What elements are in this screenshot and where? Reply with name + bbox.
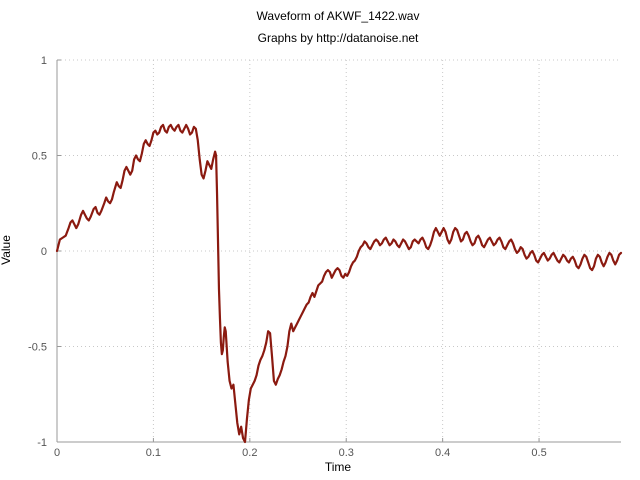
x-tick-label: 0.3 (339, 447, 354, 459)
chart-subtitle: Graphs by http://datanoise.net (258, 31, 419, 45)
grid-lines (57, 59, 621, 442)
y-tick-label: 1 (41, 55, 47, 67)
y-tick-label: -1 (37, 437, 47, 449)
series-layer (55, 123, 623, 444)
waveform-line (55, 123, 623, 444)
y-tick-label: 0 (41, 246, 47, 258)
x-tick-label: 0 (54, 447, 60, 459)
x-tick-label: 0.1 (146, 447, 161, 459)
y-tick-label: 0.5 (32, 151, 47, 163)
chart-title: Waveform of AKWF_1422.wav (257, 9, 420, 23)
x-tick-label: 0.4 (435, 447, 450, 459)
y-tick-label: -0.5 (28, 342, 47, 354)
tick-labels: 0 0.1 0.2 0.3 0.4 0.5 -1 -0.5 0 0.5 1 (28, 55, 547, 459)
x-tick-label: 0.5 (531, 447, 546, 459)
y-axis-label: Value (0, 235, 13, 265)
x-axis-label: Time (325, 460, 352, 474)
x-tick-label: 0.2 (242, 447, 257, 459)
